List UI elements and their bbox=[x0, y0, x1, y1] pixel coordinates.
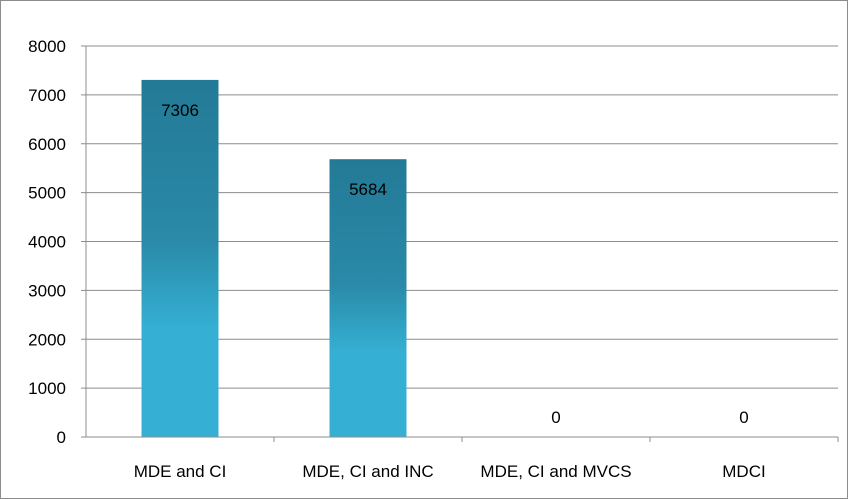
data-label: 0 bbox=[551, 408, 560, 427]
y-tick-label: 6000 bbox=[28, 135, 66, 154]
bar bbox=[329, 159, 407, 437]
y-tick-label: 1000 bbox=[28, 379, 66, 398]
x-category-label: MDCI bbox=[722, 462, 765, 481]
x-category-label: MDE and CI bbox=[134, 462, 227, 481]
data-labels: 7306 5684 0 0 bbox=[161, 101, 749, 427]
y-tick-label: 2000 bbox=[28, 330, 66, 349]
y-tick-label: 7000 bbox=[28, 86, 66, 105]
y-tick-label: 3000 bbox=[28, 281, 66, 300]
data-label: 5684 bbox=[349, 180, 387, 199]
bars bbox=[141, 79, 407, 437]
x-category-label: MDE, CI and INC bbox=[302, 462, 433, 481]
data-label: 7306 bbox=[161, 101, 199, 120]
bar bbox=[141, 79, 219, 437]
y-axis-ticks: 0 1000 2000 3000 4000 5000 6000 7000 8000 bbox=[28, 37, 66, 447]
data-label: 0 bbox=[739, 408, 748, 427]
x-axis-categories: MDE and CI MDE, CI and INC MDE, CI and MVC… bbox=[134, 462, 766, 481]
y-tick-label: 8000 bbox=[28, 37, 66, 56]
x-category-label: MDE, CI and MVCS bbox=[480, 462, 631, 481]
y-tick-label: 4000 bbox=[28, 233, 66, 252]
y-tick-label: 5000 bbox=[28, 184, 66, 203]
y-tick-label: 0 bbox=[57, 428, 66, 447]
